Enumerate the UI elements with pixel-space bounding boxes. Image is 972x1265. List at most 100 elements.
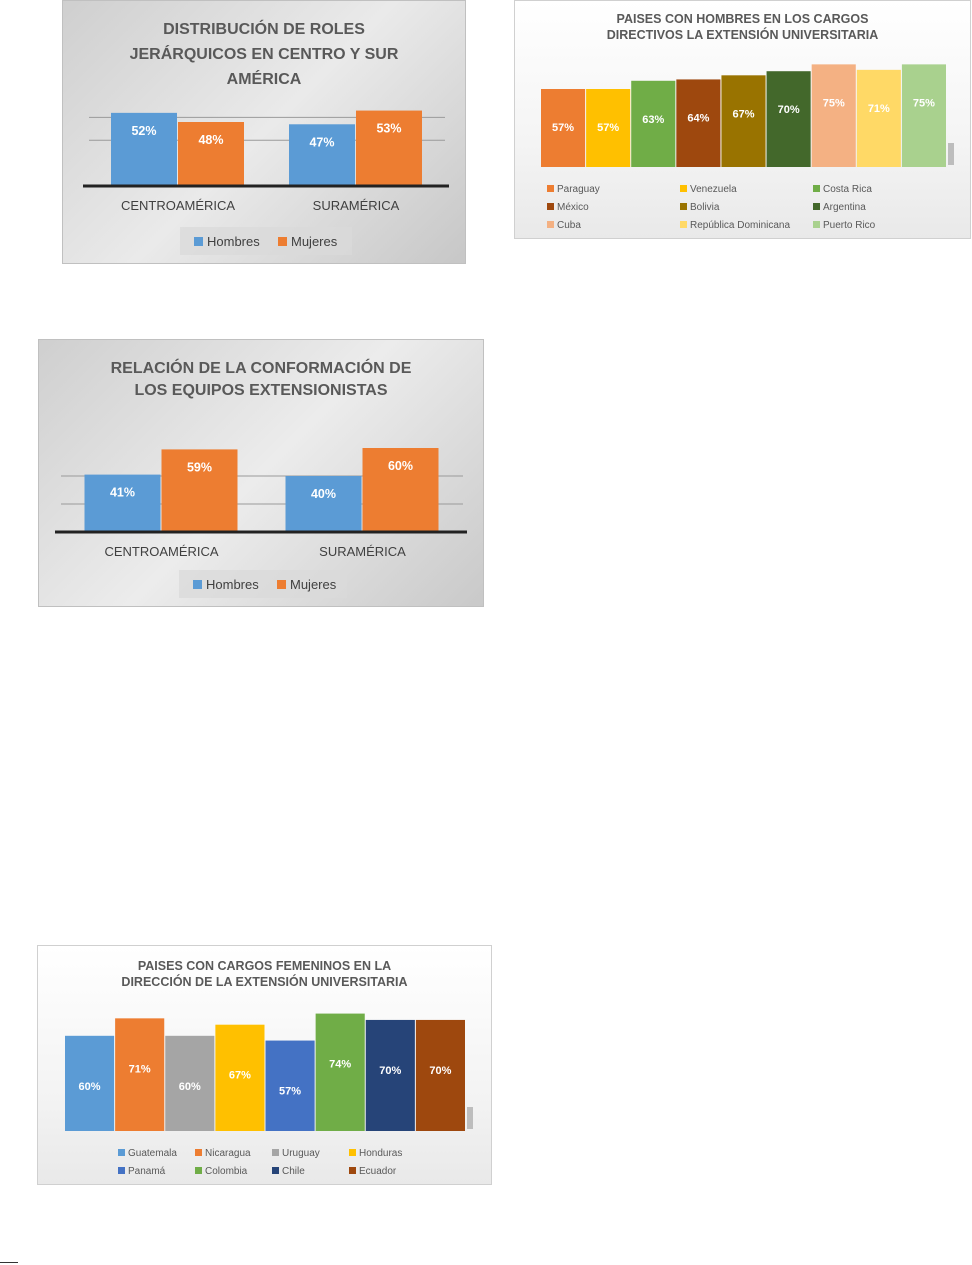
bar-mujeres-1 (362, 448, 439, 532)
legend-entry: Ecuador (359, 1166, 397, 1177)
bar-1 (115, 1018, 165, 1131)
legend-entry: Hombres (207, 234, 260, 249)
bar-mujeres-1 (356, 110, 422, 186)
page-footer-rule (0, 1262, 18, 1263)
chart-equipos-extensionistas: RELACIÓN DE LA CONFORMACIÓN DE LOS EQUIPO… (38, 339, 484, 607)
data-label: 63% (642, 114, 664, 126)
bar-5 (766, 71, 811, 167)
data-label: 75% (913, 97, 935, 109)
bar-7 (415, 1019, 465, 1131)
chart-title: LOS EQUIPOS EXTENSIONISTAS (134, 382, 387, 399)
legend-entry: Chile (282, 1166, 305, 1177)
data-label: 70% (429, 1065, 451, 1077)
bar-4 (265, 1040, 315, 1131)
legend-entry: Mujeres (291, 234, 338, 249)
legend-swatch (547, 185, 554, 192)
legend-entry: Nicaragua (205, 1148, 251, 1159)
chart-svg: PAISES CON CARGOS FEMENINOS EN LADIRECCI… (65, 959, 473, 1177)
legend-entry: Cuba (557, 220, 581, 231)
data-label: 48% (198, 133, 223, 147)
chart-svg: RELACIÓN DE LA CONFORMACIÓN DE LOS EQUIPO… (55, 358, 467, 598)
bar-hombres-0 (111, 112, 177, 186)
data-label: 57% (597, 122, 619, 134)
legend-swatch (547, 203, 554, 210)
legend-swatch (680, 185, 687, 192)
legend-swatch (278, 237, 287, 246)
chart-cargos-femeninos: PAISES CON CARGOS FEMENINOS EN LA DIRECCI… (37, 945, 492, 1185)
legend-entry: Panamá (128, 1166, 166, 1177)
legend-swatch (118, 1149, 125, 1156)
chart-svg: DISTRIBUCIÓN DE ROLES JERÁRQUICOS EN CENT… (83, 19, 449, 255)
data-label: 60% (179, 1081, 201, 1093)
chart-title: AMÉRICA (227, 69, 302, 88)
chart-title: DIRECCIÓN DE LA EXTENSIÓN UNIVERSITARIA (121, 974, 407, 989)
data-label: 57% (552, 122, 574, 134)
legend-swatch (195, 1149, 202, 1156)
data-label: 57% (279, 1086, 301, 1098)
chart-hombres-cargos-directivos: PAISES CON HOMBRES EN LOS CARGOS DIRECTIV… (514, 0, 971, 239)
data-label: 53% (376, 122, 401, 136)
plot-depth-shadow (948, 143, 954, 165)
legend-swatch (272, 1149, 279, 1156)
chart-title: DIRECTIVOS LA EXTENSIÓN UNIVERSITARIA (607, 27, 879, 42)
x-tick-label: SURAMÉRICA (313, 198, 400, 213)
legend-entry: Paraguay (557, 184, 600, 195)
legend-swatch (813, 203, 820, 210)
bar-7 (856, 69, 901, 167)
data-label: 71% (129, 1063, 151, 1075)
data-label: 47% (309, 135, 334, 149)
data-label: 75% (823, 97, 845, 109)
plot-depth-shadow (467, 1107, 473, 1129)
chart-svg: PAISES CON HOMBRES EN LOS CARGOSDIRECTIV… (541, 12, 954, 231)
x-tick-label: CENTROAMÉRICA (121, 198, 235, 213)
legend-swatch (349, 1167, 356, 1174)
legend-entry: Colombia (205, 1166, 248, 1177)
data-label: 70% (379, 1065, 401, 1077)
legend-swatch (195, 1167, 202, 1174)
chart-title: RELACIÓN DE LA CONFORMACIÓN DE (111, 358, 412, 377)
chart-title: JERÁRQUICOS EN CENTRO Y SUR (130, 44, 399, 63)
legend-entry: Uruguay (282, 1148, 320, 1159)
chart-title: DISTRIBUCIÓN DE ROLES (163, 19, 365, 38)
bar-hombres-0 (84, 474, 161, 532)
legend-swatch (277, 580, 286, 589)
legend-entry: Argentina (823, 202, 866, 213)
bar-2 (631, 80, 676, 167)
data-label: 59% (187, 460, 212, 474)
legend-entry: México (557, 202, 589, 213)
bar-hombres-1 (285, 476, 362, 532)
legend-entry: República Dominicana (690, 220, 790, 231)
legend-entry: Venezuela (690, 184, 737, 195)
legend-entry: Honduras (359, 1148, 402, 1159)
chart-title: PAISES CON CARGOS FEMENINOS EN LA (138, 959, 391, 973)
legend-entry: Puerto Rico (823, 220, 876, 231)
bar-hombres-1 (289, 124, 355, 186)
data-label: 60% (388, 459, 413, 473)
bar-1 (586, 89, 631, 167)
x-tick-label: CENTROAMÉRICA (104, 544, 218, 559)
legend-swatch (813, 221, 820, 228)
data-label: 40% (311, 487, 336, 501)
bar-mujeres-0 (178, 122, 244, 186)
bar-0 (65, 1035, 115, 1131)
legend-swatch (272, 1167, 279, 1174)
bar-6 (365, 1019, 415, 1131)
legend-entry: Costa Rica (823, 184, 872, 195)
legend-swatch (680, 203, 687, 210)
legend-entry: Bolivia (690, 202, 720, 213)
bar-6 (811, 64, 856, 167)
data-label: 71% (868, 103, 890, 115)
legend-swatch (680, 221, 687, 228)
data-label: 67% (229, 1070, 251, 1082)
x-tick-label: SURAMÉRICA (319, 544, 406, 559)
legend-background (179, 570, 347, 598)
bar-4 (721, 75, 766, 167)
data-label: 70% (778, 104, 800, 116)
legend-swatch (193, 580, 202, 589)
legend-swatch (547, 221, 554, 228)
data-label: 67% (732, 108, 754, 120)
chart-roles-jerarquicos: DISTRIBUCIÓN DE ROLES JERÁRQUICOS EN CENT… (62, 0, 466, 264)
chart-title: PAISES CON HOMBRES EN LOS CARGOS (617, 12, 869, 26)
bar-mujeres-0 (161, 449, 238, 532)
data-label: 41% (110, 486, 135, 500)
